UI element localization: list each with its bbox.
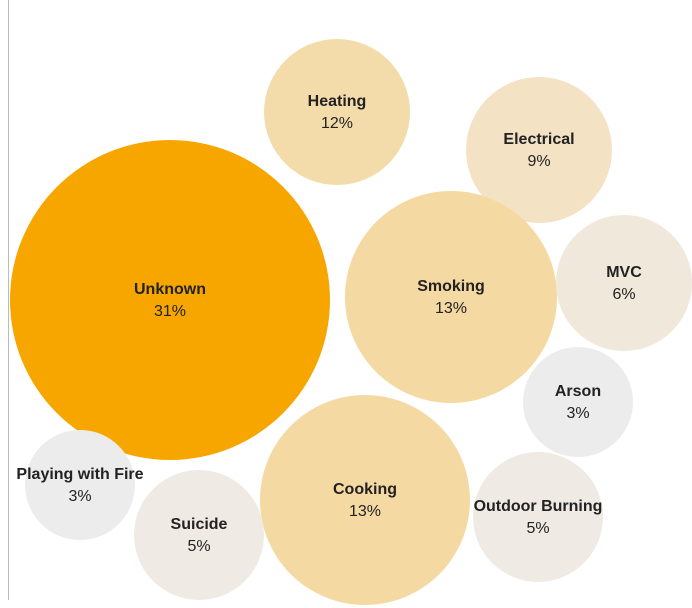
- bubble-value-label: 13%: [435, 300, 467, 317]
- bubble: [25, 430, 135, 540]
- bubble-value-label: 5%: [187, 538, 210, 555]
- bubble-name: Arson: [555, 383, 601, 400]
- bubble: [466, 77, 612, 223]
- bubble: [264, 39, 410, 185]
- bubble-name: Outdoor Burning: [474, 498, 603, 515]
- bubble: [523, 347, 633, 457]
- bubble-value-label: 3%: [566, 405, 589, 422]
- bubble-name: MVC: [606, 264, 642, 281]
- bubble: [260, 395, 470, 605]
- bubble-name: Unknown: [134, 281, 206, 298]
- bubble: [556, 215, 692, 351]
- bubble-value-label: 5%: [526, 520, 549, 537]
- bubble-name: Heating: [308, 93, 367, 110]
- bubble-value-label: 9%: [527, 153, 550, 170]
- bubble-value-label: 13%: [349, 503, 381, 520]
- bubble: [345, 191, 557, 403]
- bubble-name: Suicide: [171, 516, 228, 533]
- bubble-name: Electrical: [503, 131, 574, 148]
- bubble-name: Playing with Fire: [16, 466, 143, 483]
- bubble-name: Smoking: [417, 278, 485, 295]
- bubble: [473, 452, 603, 582]
- bubble-value-label: 12%: [321, 115, 353, 132]
- bubble-value-label: 3%: [68, 488, 91, 505]
- bubble: [134, 470, 264, 600]
- bubble-value-label: 31%: [154, 303, 186, 320]
- bubble-name: Cooking: [333, 481, 397, 498]
- bubble: [10, 140, 330, 460]
- bubble-value-label: 6%: [612, 286, 635, 303]
